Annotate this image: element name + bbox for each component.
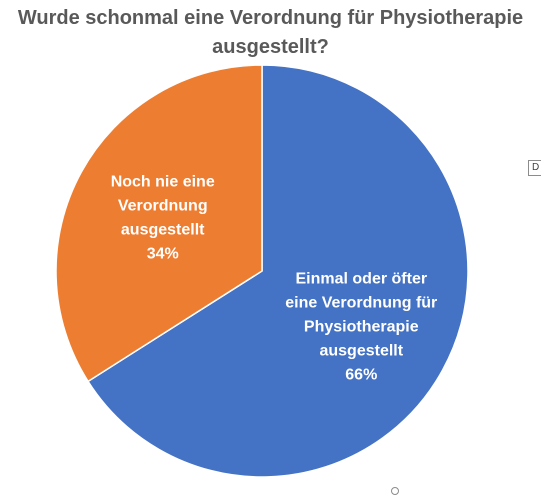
edge-tag[interactable]: D bbox=[528, 160, 541, 176]
pie-slice-2 bbox=[55, 64, 263, 383]
pie-slice-label-2: Noch nie eine Verordnung ausgestellt 34% bbox=[111, 173, 215, 262]
resize-handle[interactable] bbox=[391, 487, 399, 495]
pie-slice-label-line: eine Verordnung für bbox=[285, 295, 437, 312]
chart-title-line-2: ausgestellt? bbox=[212, 36, 329, 58]
chart-title-line-1: Wurde schonmal eine Verordnung für Physi… bbox=[17, 7, 524, 29]
pie-slice-label-line: Einmal oder öfter bbox=[295, 271, 427, 288]
pie-slice-label-line: ausgestellt bbox=[121, 221, 205, 238]
pie-slice-percent: 34% bbox=[147, 245, 179, 262]
chart-title: Wurde schonmal eine Verordnung für Physi… bbox=[0, 4, 541, 62]
pie-slice-percent: 66% bbox=[345, 367, 377, 384]
pie-slice-1 bbox=[87, 64, 469, 478]
pie-slice-label-line: Physiotherapie bbox=[304, 319, 419, 336]
pie-slice-label-line: Noch nie eine bbox=[111, 173, 215, 190]
pie-slice-label-line: Verordnung bbox=[118, 197, 208, 214]
pie-slice-label-line: ausgestellt bbox=[319, 343, 403, 360]
pie-slice-label-1: Einmal oder öfter eine Verordnung für Phys… bbox=[285, 271, 437, 384]
